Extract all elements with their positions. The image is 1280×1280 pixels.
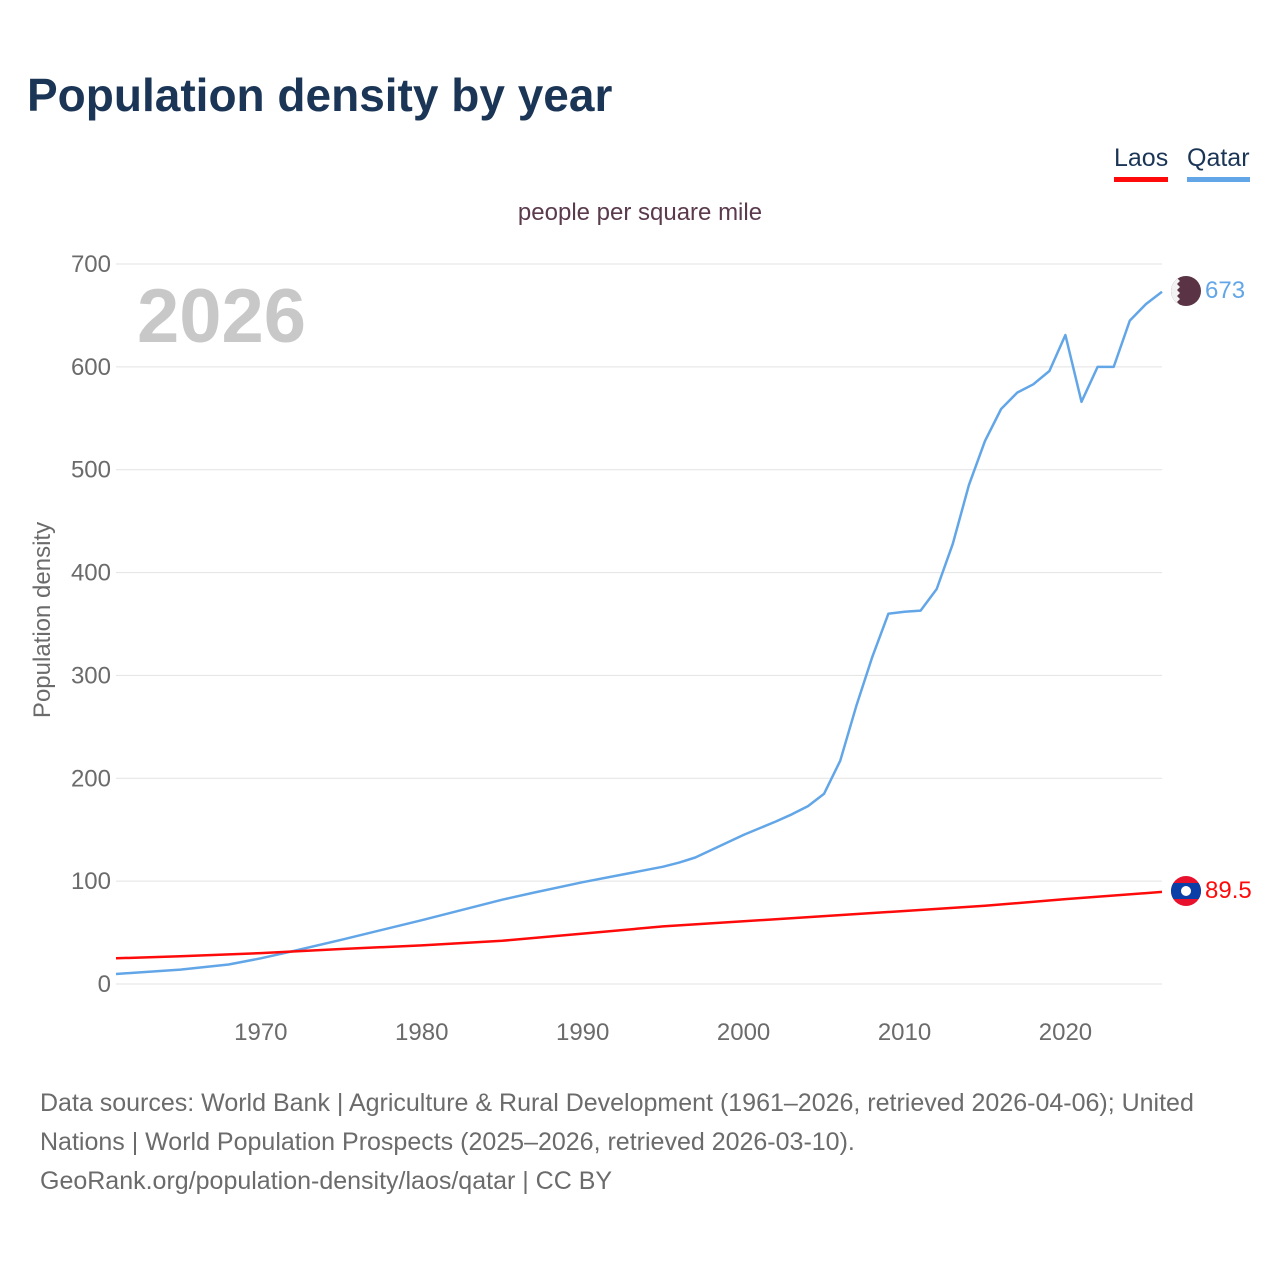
chart-subtitle: people per square mile	[518, 199, 762, 226]
qatar-flag-icon	[1171, 276, 1201, 306]
x-tick-label: 1980	[395, 1019, 448, 1046]
laos-flag-icon	[1171, 876, 1201, 906]
y-tick-label: 200	[71, 765, 111, 792]
y-tick-label: 400	[71, 560, 111, 587]
legend-item-qatar[interactable]: Qatar	[1187, 144, 1250, 182]
x-tick-label: 2020	[1039, 1019, 1092, 1046]
footer: Data sources: World Bank | Agriculture &…	[40, 1084, 1250, 1201]
y-tick-label: 300	[71, 662, 111, 689]
x-tick-label: 2000	[717, 1019, 770, 1046]
y-tick-label: 600	[71, 354, 111, 381]
source-link[interactable]: GeoRank.org/population-density/laos/qata…	[40, 1167, 613, 1195]
y-tick-label: 0	[98, 971, 111, 998]
legend-item-laos[interactable]: Laos	[1114, 144, 1169, 182]
chart-title: Population density by year	[27, 69, 613, 121]
x-tick-label: 2010	[878, 1019, 931, 1046]
series-line-qatar	[115, 290, 1163, 976]
y-axis-label: Population density	[29, 522, 56, 718]
laos-end-label: 89.5	[1205, 877, 1252, 904]
x-tick-label: 1990	[556, 1019, 609, 1046]
y-tick-label: 100	[71, 868, 111, 895]
x-tick-label: 1970	[234, 1019, 287, 1046]
y-tick-label: 700	[71, 251, 111, 278]
series-line-laos	[115, 890, 1163, 960]
year-watermark: 2026	[137, 274, 306, 359]
data-sources-text: Data sources: World Bank | Agriculture &…	[40, 1089, 1194, 1156]
y-tick-label: 500	[71, 457, 111, 484]
qatar-end-label: 673	[1205, 277, 1245, 304]
